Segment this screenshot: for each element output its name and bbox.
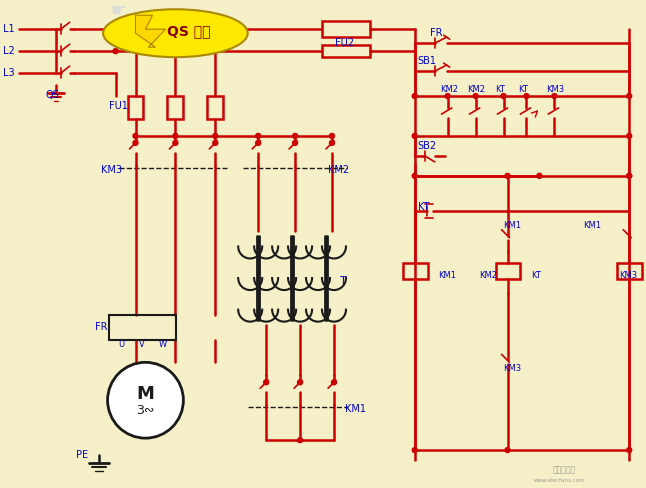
Circle shape: [627, 447, 632, 452]
Text: QS: QS: [46, 90, 59, 100]
Circle shape: [627, 173, 632, 178]
Text: KM3: KM3: [503, 364, 521, 373]
Text: QS 闭合: QS 闭合: [167, 24, 210, 38]
Bar: [403, 263, 428, 279]
Bar: [127, 96, 143, 119]
Polygon shape: [136, 15, 165, 47]
Text: M: M: [136, 385, 154, 403]
Circle shape: [331, 380, 337, 385]
Text: KM1: KM1: [583, 221, 601, 230]
Text: KM2: KM2: [328, 165, 349, 175]
Text: FR: FR: [430, 28, 443, 38]
Text: KM2: KM2: [468, 84, 486, 94]
Text: KM3: KM3: [101, 165, 121, 175]
Text: 3∾: 3∾: [136, 404, 154, 417]
Text: KM1: KM1: [345, 404, 366, 414]
Text: FU2: FU2: [335, 38, 354, 48]
Circle shape: [627, 94, 632, 99]
Circle shape: [293, 133, 298, 139]
Bar: [617, 263, 642, 279]
Text: W: W: [158, 340, 167, 349]
Circle shape: [329, 133, 335, 139]
Circle shape: [213, 141, 218, 145]
Text: ☛: ☛: [110, 2, 127, 20]
Bar: [109, 315, 176, 341]
Circle shape: [524, 94, 529, 99]
Circle shape: [264, 380, 269, 385]
Text: SB1: SB1: [418, 56, 437, 66]
Circle shape: [627, 173, 632, 178]
Bar: [167, 96, 183, 119]
Text: L3: L3: [3, 68, 14, 78]
Circle shape: [501, 94, 506, 99]
Ellipse shape: [103, 9, 247, 57]
Circle shape: [173, 27, 178, 32]
Text: KT: KT: [495, 84, 505, 94]
Circle shape: [329, 141, 335, 145]
Text: KM3: KM3: [620, 271, 638, 280]
Bar: [207, 96, 224, 119]
Circle shape: [627, 133, 632, 139]
Circle shape: [256, 133, 261, 139]
Circle shape: [445, 94, 450, 99]
Circle shape: [412, 133, 417, 139]
Circle shape: [505, 173, 510, 178]
Text: SB2: SB2: [418, 141, 437, 151]
Circle shape: [213, 133, 218, 139]
Circle shape: [113, 49, 118, 54]
Text: KM3: KM3: [547, 84, 565, 94]
Circle shape: [173, 133, 178, 139]
Circle shape: [412, 173, 417, 178]
Circle shape: [505, 447, 510, 452]
Text: KM1: KM1: [503, 221, 521, 230]
Text: www.elecfans.com: www.elecfans.com: [534, 478, 585, 483]
Bar: [322, 21, 370, 37]
Circle shape: [256, 141, 261, 145]
Circle shape: [552, 94, 557, 99]
Circle shape: [133, 133, 138, 139]
Text: PE: PE: [76, 450, 88, 460]
Text: KT: KT: [418, 202, 429, 212]
Text: KM1: KM1: [438, 271, 455, 280]
Text: KM2: KM2: [479, 271, 497, 280]
Circle shape: [412, 94, 417, 99]
Circle shape: [298, 438, 302, 443]
Circle shape: [537, 173, 542, 178]
Circle shape: [133, 27, 138, 32]
Text: L1: L1: [3, 24, 14, 34]
Circle shape: [298, 380, 302, 385]
Circle shape: [173, 141, 178, 145]
Text: FR: FR: [94, 323, 107, 332]
Bar: [322, 45, 370, 57]
Text: L2: L2: [3, 46, 15, 56]
Text: 电子发烧友: 电子发烧友: [553, 466, 576, 474]
Text: KT: KT: [532, 271, 541, 280]
Circle shape: [293, 141, 298, 145]
Text: T: T: [340, 276, 347, 285]
Text: U: U: [119, 340, 125, 349]
Circle shape: [412, 447, 417, 452]
Text: FU1: FU1: [109, 101, 127, 111]
Circle shape: [473, 94, 478, 99]
Text: KT: KT: [519, 84, 528, 94]
Circle shape: [133, 141, 138, 145]
Circle shape: [108, 362, 183, 438]
Circle shape: [213, 27, 218, 32]
Bar: [495, 263, 521, 279]
Text: V: V: [138, 340, 144, 349]
Text: KM2: KM2: [440, 84, 457, 94]
